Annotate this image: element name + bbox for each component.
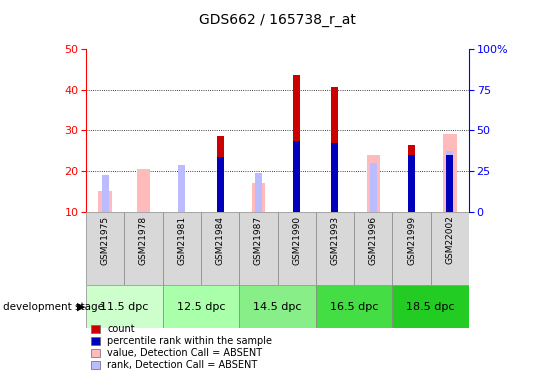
Bar bbox=[331, 142, 339, 212]
Bar bbox=[86, 285, 163, 328]
Text: GSM21993: GSM21993 bbox=[330, 216, 340, 265]
Text: GDS662 / 165738_r_at: GDS662 / 165738_r_at bbox=[199, 13, 356, 27]
Text: GSM21978: GSM21978 bbox=[139, 216, 148, 265]
Bar bbox=[278, 212, 316, 285]
Text: GSM22002: GSM22002 bbox=[445, 216, 455, 264]
Bar bbox=[408, 155, 415, 212]
Text: ▶: ▶ bbox=[77, 302, 85, 312]
Bar bbox=[443, 134, 457, 212]
Text: GSM21990: GSM21990 bbox=[292, 216, 301, 265]
Bar bbox=[293, 75, 300, 141]
Bar bbox=[431, 212, 469, 285]
Bar bbox=[366, 155, 380, 212]
Bar bbox=[251, 183, 265, 212]
Bar bbox=[216, 157, 224, 212]
Bar bbox=[98, 192, 112, 212]
Bar bbox=[446, 151, 453, 212]
Text: GSM21984: GSM21984 bbox=[215, 216, 225, 264]
Bar bbox=[216, 136, 224, 157]
Text: development stage: development stage bbox=[3, 302, 104, 312]
Legend: count, percentile rank within the sample, value, Detection Call = ABSENT, rank, : count, percentile rank within the sample… bbox=[91, 324, 273, 370]
Text: GSM21987: GSM21987 bbox=[254, 216, 263, 265]
Bar bbox=[163, 212, 201, 285]
Bar bbox=[316, 212, 354, 285]
Bar bbox=[255, 173, 262, 212]
Bar bbox=[408, 145, 415, 155]
Bar bbox=[102, 175, 109, 212]
Bar bbox=[331, 87, 339, 142]
Bar bbox=[239, 212, 278, 285]
Bar bbox=[316, 285, 392, 328]
Text: 18.5 dpc: 18.5 dpc bbox=[406, 302, 455, 312]
Text: GSM21975: GSM21975 bbox=[100, 216, 110, 265]
Bar bbox=[392, 212, 431, 285]
Text: GSM21981: GSM21981 bbox=[177, 216, 186, 265]
Bar bbox=[86, 212, 124, 285]
Text: 12.5 dpc: 12.5 dpc bbox=[176, 302, 225, 312]
Bar bbox=[201, 212, 239, 285]
Bar bbox=[178, 165, 185, 212]
Text: GSM21996: GSM21996 bbox=[369, 216, 378, 265]
Text: GSM21999: GSM21999 bbox=[407, 216, 416, 265]
Bar bbox=[354, 212, 392, 285]
Bar bbox=[124, 212, 163, 285]
Bar bbox=[293, 141, 300, 212]
Text: 11.5 dpc: 11.5 dpc bbox=[100, 302, 149, 312]
Bar bbox=[239, 285, 316, 328]
Text: 14.5 dpc: 14.5 dpc bbox=[253, 302, 302, 312]
Bar bbox=[137, 169, 150, 212]
Text: 16.5 dpc: 16.5 dpc bbox=[330, 302, 379, 312]
Bar bbox=[392, 285, 469, 328]
Bar bbox=[446, 155, 453, 212]
Bar bbox=[163, 285, 239, 328]
Bar bbox=[370, 163, 377, 212]
